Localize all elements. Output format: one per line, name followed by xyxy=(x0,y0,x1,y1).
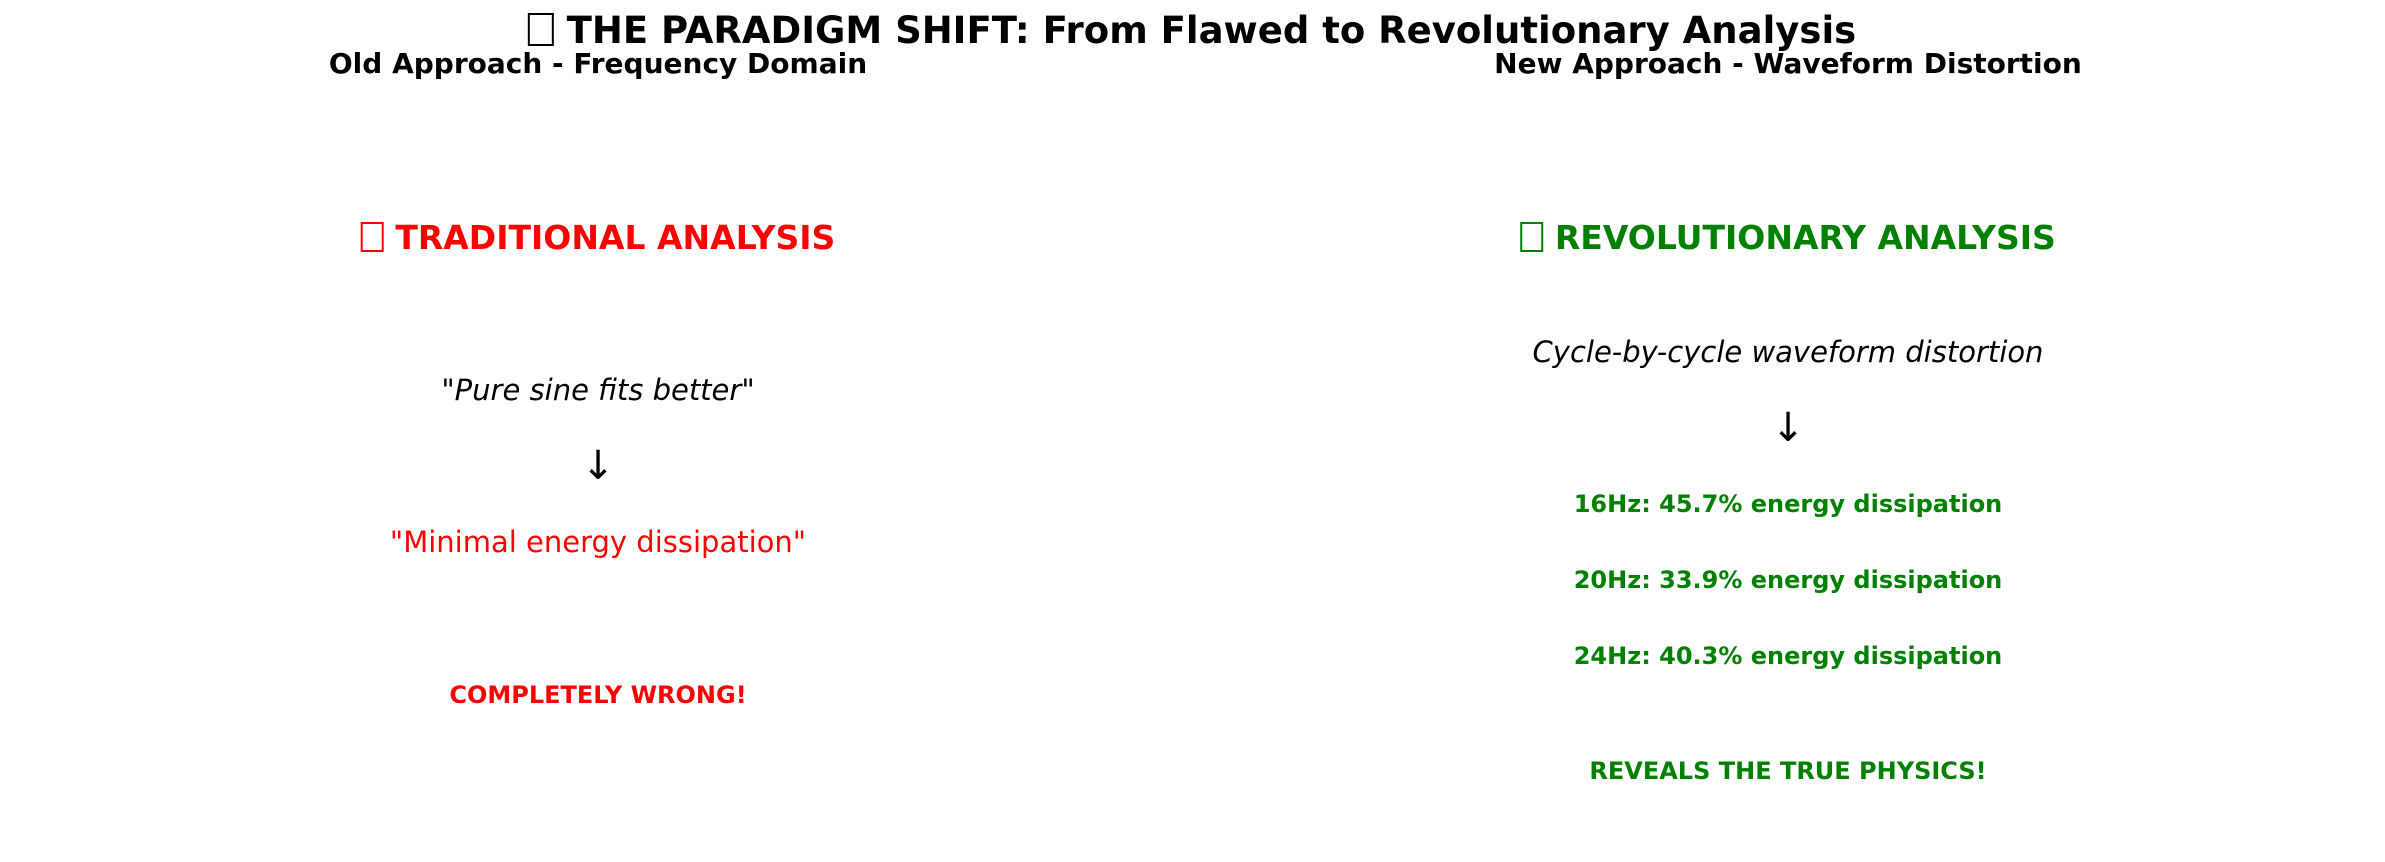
right-panel-result-16hz: 16Hz: 45.7% energy dissipation xyxy=(1573,490,2003,518)
left-panel-heading: TRADITIONAL ANALYSIS xyxy=(360,218,836,257)
right-panel-result-20hz: 20Hz: 33.9% energy dissipation xyxy=(1573,566,2003,594)
right-panel-heading: REVOLUTIONARY ANALYSIS xyxy=(1520,221,2056,254)
left-panel-down-arrow-icon: ↓ xyxy=(581,443,615,489)
right-panel-result-24hz: 24Hz: 40.3% energy dissipation xyxy=(1573,642,2003,670)
right-panel-method: Cycle-by-cycle waveform distortion xyxy=(1532,335,2044,369)
right-panel-subtitle: New Approach - Waveform Distortion xyxy=(1494,47,2082,80)
right-panel-verdict: REVEALS THE TRUE PHYSICS! xyxy=(1589,757,1987,785)
page-title-text: THE PARADIGM SHIFT: From Flawed to Revol… xyxy=(566,9,1857,52)
left-panel-quote: "Pure sine fits better" xyxy=(441,373,755,407)
unknown-glyph-icon xyxy=(527,12,554,46)
right-panel-heading-text: REVOLUTIONARY ANALYSIS xyxy=(1554,218,2056,257)
unknown-glyph-icon xyxy=(1520,221,1544,252)
right-panel-down-arrow-icon: ↓ xyxy=(1771,405,1805,451)
left-panel-subtitle: Old Approach - Frequency Domain xyxy=(328,47,868,80)
left-panel-result: "Minimal energy dissipation" xyxy=(389,525,807,559)
unknown-glyph-icon xyxy=(360,221,384,252)
left-panel-verdict: COMPLETELY WRONG! xyxy=(449,681,747,709)
page-title: THE PARADIGM SHIFT: From Flawed to Revol… xyxy=(527,9,1857,52)
left-panel-heading-text: TRADITIONAL ANALYSIS xyxy=(395,218,836,257)
